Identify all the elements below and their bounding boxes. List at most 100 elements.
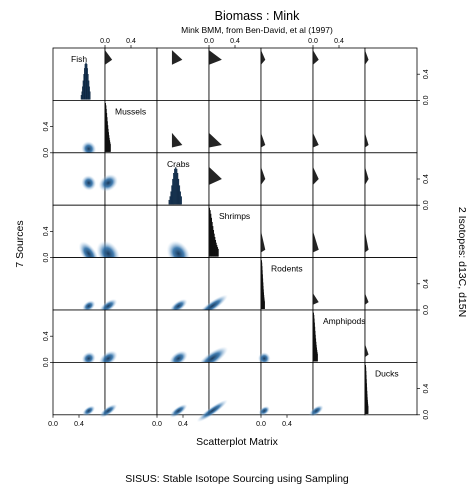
tick-label: 0.0	[48, 421, 58, 428]
upper-sample-wedge	[171, 132, 183, 148]
histogram-bar	[367, 406, 369, 414]
matrix-cell	[104, 47, 158, 101]
upper-sample-wedge	[365, 166, 369, 185]
cell-frame	[364, 309, 418, 363]
cell-frame	[364, 152, 418, 206]
lower-density-blob	[99, 404, 118, 418]
lower-density-blob	[98, 174, 118, 192]
lower-density-blob	[81, 175, 97, 191]
cell-frame	[52, 309, 106, 363]
matrix-cell: Mussels	[104, 100, 158, 154]
cell-frame	[260, 100, 314, 154]
cell-frame	[364, 47, 418, 101]
cell-frame	[312, 257, 366, 311]
cell-frame	[312, 152, 366, 206]
matrix-cell	[52, 152, 106, 206]
histogram-bar	[109, 144, 111, 152]
histogram-bar	[215, 242, 217, 257]
histogram-bar	[212, 226, 214, 257]
cell-frame	[156, 152, 210, 206]
matrix-cell	[364, 309, 418, 363]
matrix-cell	[99, 361, 158, 418]
matrix-cell	[312, 204, 366, 258]
histogram-bar	[316, 353, 318, 362]
tick-label: 0.4	[43, 226, 50, 236]
matrix-cell	[257, 309, 314, 365]
matrix-cell	[196, 257, 262, 318]
matrix-cell: Rodents	[260, 257, 314, 311]
histogram-bar	[213, 229, 215, 257]
histogram-bar	[211, 217, 213, 257]
upper-sample-wedge	[209, 166, 222, 185]
histogram-bar	[213, 233, 215, 257]
lower-density-blob	[309, 405, 324, 417]
matrix-cell: Fish	[52, 47, 106, 101]
tick-label: 0.0	[423, 95, 430, 105]
histogram-bar	[89, 91, 91, 100]
upper-sample-wedge	[261, 231, 266, 253]
matrix-cell	[52, 309, 106, 366]
cell-frame	[52, 361, 106, 416]
tick-label: 0.0	[423, 410, 430, 420]
tick-label: 0.0	[308, 38, 318, 45]
lower-density-blob	[81, 351, 96, 366]
left-axis-label: 7 Sources	[14, 220, 26, 267]
right-axis-label: 2 Isotopes: d13C, d15N	[456, 207, 468, 317]
matrix-cell	[196, 309, 262, 371]
matrix-cell	[208, 152, 262, 206]
tick-label: 0.4	[423, 174, 430, 184]
matrix-cell	[260, 100, 314, 154]
upper-sample-wedge	[105, 50, 113, 65]
lower-density-blob	[82, 405, 96, 417]
histogram-bar	[209, 207, 210, 257]
cell-frame	[156, 100, 210, 154]
matrix-cell	[364, 204, 418, 258]
cell-frame	[52, 152, 106, 206]
matrix-cell: Ducks	[364, 361, 418, 416]
source-label: Crabs	[167, 159, 190, 169]
tick-label: 0.4	[126, 38, 136, 45]
source-label: Shrimps	[219, 211, 250, 221]
x-axis-label: Scatterplot Matrix	[196, 436, 278, 448]
cell-frame	[260, 47, 314, 101]
tick-label: 0.4	[282, 421, 292, 428]
cell-frame	[364, 100, 418, 154]
tick-label: 0.4	[230, 38, 240, 45]
histogram-bar	[210, 213, 212, 257]
upper-sample-wedge	[171, 50, 183, 65]
matrix-cell	[364, 47, 418, 101]
matrix-cell	[312, 257, 366, 311]
upper-sample-wedge	[365, 293, 369, 305]
matrix-cell: Shrimps	[208, 204, 262, 258]
matrix-cell: Crabs	[156, 152, 210, 206]
cell-frame	[104, 47, 158, 101]
cell-frame	[364, 361, 418, 416]
histogram-bar	[209, 210, 211, 257]
upper-sample-wedge	[313, 166, 319, 185]
cell-frame	[52, 100, 106, 154]
matrix-cell	[99, 257, 158, 314]
histogram-bar	[215, 240, 217, 257]
upper-sample-wedge	[261, 166, 266, 185]
matrix-cell	[96, 204, 158, 267]
tick-label: 0.4	[43, 122, 50, 132]
matrix-cell	[364, 100, 418, 154]
matrix-cell	[196, 361, 262, 423]
source-label: Rodents	[271, 264, 303, 274]
matrix-cell	[312, 152, 366, 206]
histogram-bar	[217, 248, 219, 257]
matrix-cell	[52, 361, 106, 417]
tick-label: 0.4	[43, 331, 50, 341]
matrix-cell	[156, 100, 210, 154]
cell-frame	[260, 361, 314, 416]
matrix-cell	[309, 361, 366, 417]
tick-label: 0.0	[423, 305, 430, 315]
tick-label: 0.4	[423, 384, 430, 394]
upper-sample-wedge	[313, 132, 319, 148]
matrix-cell	[312, 100, 366, 154]
upper-sample-wedge	[261, 50, 266, 65]
matrix-cell	[98, 309, 158, 367]
tick-label: 0.0	[43, 253, 50, 263]
histogram-bar	[217, 247, 219, 257]
